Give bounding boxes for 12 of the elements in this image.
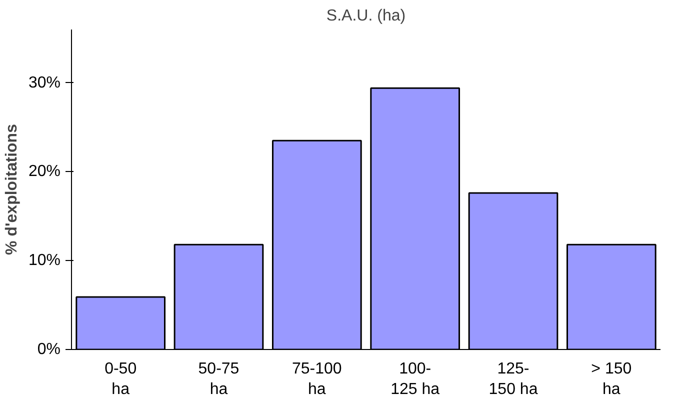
y-tick-label: 20% <box>28 163 61 180</box>
x-tick-label: 100-125 ha <box>390 360 440 398</box>
x-tick-label: 125-150 ha <box>488 360 538 398</box>
chart-title: S.A.U. (ha) <box>326 8 406 24</box>
x-tick-label: > 150 ha <box>591 360 632 398</box>
x-tick-label: 0-50 ha <box>104 360 137 398</box>
y-tick-label: 0% <box>37 341 60 358</box>
x-tick-label: 75-100 ha <box>292 360 342 398</box>
y-axis-title: % d'exploitations <box>3 124 20 255</box>
y-tick-label: 30% <box>28 74 61 92</box>
y-tick-label: 10% <box>28 252 61 270</box>
x-tick-label: 50-75 ha <box>198 360 240 398</box>
